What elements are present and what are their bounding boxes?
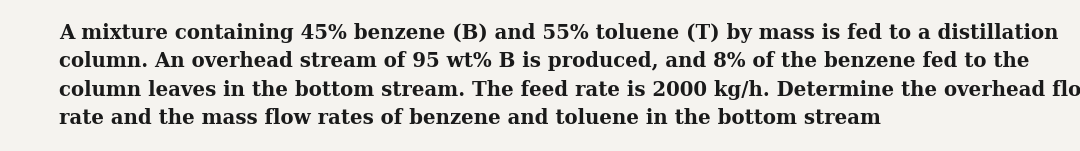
Text: A mixture containing 45% benzene (B) and 55% toluene (T) by mass is fed to a dis: A mixture containing 45% benzene (B) and… bbox=[59, 23, 1080, 128]
